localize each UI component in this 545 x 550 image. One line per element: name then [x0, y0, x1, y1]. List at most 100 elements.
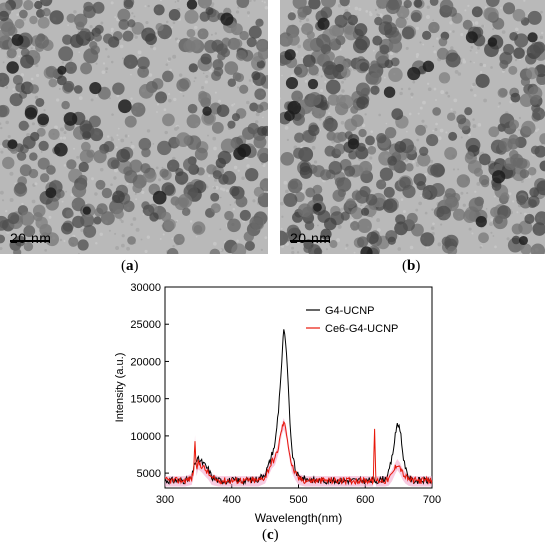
- nanoparticle: [124, 170, 138, 184]
- background-grain: [126, 183, 129, 186]
- nanoparticle: [510, 92, 521, 103]
- nanoparticle: [210, 203, 221, 214]
- background-grain: [189, 220, 193, 223]
- nanoparticle: [405, 163, 414, 172]
- nanoparticle: [100, 211, 115, 226]
- tem-image-a: 20 nm: [0, 0, 268, 254]
- nanoparticle: [527, 10, 542, 25]
- nanoparticle: [64, 61, 77, 74]
- background-grain: [135, 198, 138, 201]
- nanoparticle-dark: [475, 216, 487, 228]
- y-axis-ticks: 5000 10000 15000 20000 25000 30000: [130, 282, 169, 480]
- background-grain: [0, 122, 2, 126]
- background-grain: [378, 113, 381, 117]
- background-grain: [111, 113, 114, 116]
- background-grain: [430, 226, 435, 230]
- nanoparticle: [340, 67, 351, 78]
- nanoparticle: [205, 6, 214, 15]
- nanoparticle: [465, 151, 474, 160]
- nanoparticle: [168, 9, 181, 21]
- background-grain: [346, 176, 349, 179]
- background-grain: [432, 45, 435, 48]
- nanoparticle: [297, 203, 312, 218]
- nanoparticle: [350, 221, 360, 231]
- background-grain: [62, 136, 67, 140]
- nanoparticle: [468, 197, 484, 213]
- nanoparticle-dark: [284, 49, 296, 61]
- nanoparticle: [280, 151, 295, 166]
- background-grain: [48, 215, 52, 219]
- background-grain: [16, 13, 19, 17]
- tem-particles-b: [280, 0, 545, 254]
- nanoparticle: [103, 140, 115, 152]
- background-grain: [193, 80, 196, 83]
- background-grain: [176, 39, 181, 44]
- background-grain: [344, 247, 347, 250]
- background-grain: [462, 203, 466, 207]
- nanoparticle: [305, 187, 316, 198]
- background-grain: [175, 220, 178, 224]
- background-grain: [156, 111, 158, 113]
- nanoparticle: [484, 7, 499, 22]
- background-grain: [424, 211, 428, 215]
- background-grain: [353, 251, 356, 254]
- background-grain: [78, 51, 81, 53]
- nanoparticle: [439, 0, 454, 13]
- legend-label: G4-UCNP: [325, 305, 375, 317]
- nanoparticle: [464, 107, 473, 116]
- nanoparticle: [302, 54, 316, 68]
- nanoparticle: [503, 43, 515, 55]
- nanoparticle: [211, 39, 224, 52]
- background-grain: [425, 15, 430, 20]
- background-grain: [95, 95, 98, 98]
- nanoparticle: [438, 37, 448, 47]
- nanoparticle: [320, 6, 333, 19]
- background-grain: [114, 16, 117, 18]
- nanoparticle: [354, 23, 368, 37]
- nanoparticle: [308, 124, 320, 137]
- nanoparticle: [78, 161, 89, 173]
- nanoparticle: [153, 4, 165, 16]
- nanoparticle: [430, 163, 445, 178]
- nanoparticle: [322, 118, 334, 130]
- background-grain: [469, 60, 472, 63]
- background-grain: [59, 238, 63, 242]
- nanoparticle: [287, 33, 300, 46]
- background-grain: [369, 12, 373, 17]
- background-grain: [264, 5, 268, 10]
- x-tick-label: 500: [289, 494, 307, 506]
- background-grain: [300, 189, 305, 193]
- nanoparticle: [137, 66, 149, 78]
- nanoparticle: [123, 0, 134, 10]
- background-grain: [59, 136, 63, 140]
- background-grain: [439, 128, 444, 133]
- background-grain: [30, 47, 33, 50]
- nanoparticle: [79, 28, 91, 40]
- background-grain: [207, 134, 209, 137]
- background-grain: [469, 49, 472, 52]
- background-grain: [460, 136, 463, 139]
- nanoparticle: [444, 188, 456, 200]
- nanoparticle: [334, 177, 345, 187]
- nanoparticle: [524, 213, 535, 225]
- nanoparticle-dark: [7, 139, 18, 150]
- background-grain: [110, 1, 114, 5]
- background-grain: [281, 74, 283, 77]
- nanoparticle: [529, 187, 540, 198]
- nanoparticle: [162, 113, 175, 127]
- nanoparticle: [325, 79, 341, 95]
- background-grain: [359, 204, 363, 207]
- background-grain: [219, 187, 223, 191]
- nanoparticle: [329, 240, 338, 249]
- nanoparticle: [138, 83, 154, 99]
- nanoparticle: [42, 7, 51, 17]
- nanoparticle-dark: [383, 86, 396, 98]
- nanoparticle: [244, 240, 255, 251]
- background-grain: [2, 199, 5, 202]
- nanoparticle: [231, 243, 247, 254]
- nanoparticle: [475, 73, 490, 88]
- background-grain: [173, 97, 177, 102]
- nanoparticle: [255, 104, 264, 113]
- background-grain: [325, 248, 328, 251]
- nanoparticle: [127, 19, 136, 28]
